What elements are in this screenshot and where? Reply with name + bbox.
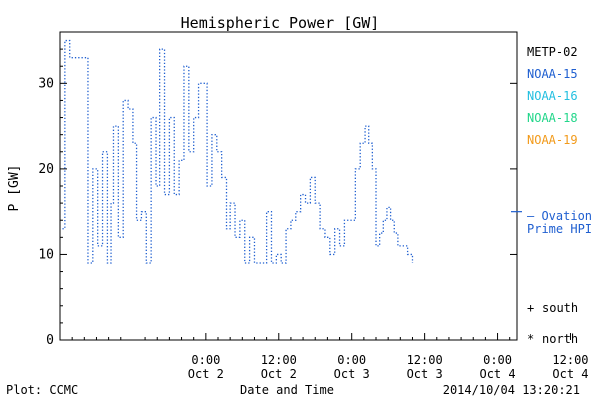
x-tick-time-label: 12:00 xyxy=(552,353,588,367)
marker-north-symbol: * xyxy=(527,332,534,346)
x-tick-date-label: Oct 3 xyxy=(334,367,370,381)
y-axis-label: P [GW] xyxy=(7,165,22,212)
series-layer xyxy=(62,39,414,264)
ovation-legend: — Ovation Prime HPI xyxy=(527,209,592,236)
x-axis-label: Date and Time xyxy=(240,383,334,397)
legend-entry-noaa-16: NOAA-16 xyxy=(527,89,578,103)
plot-credit: Plot: CCMC xyxy=(6,383,78,397)
legend-entry-noaa-19: NOAA-19 xyxy=(527,133,578,147)
legend: METP-02 NOAA-15 NOAA-16 NOAA-18 NOAA-19 xyxy=(527,45,578,147)
timestamp: 2014/10/04 13:20:21 xyxy=(443,383,580,397)
x-tick-date-label: Oct 3 xyxy=(407,367,443,381)
marker-north-label: north xyxy=(542,332,578,346)
marker-legend: + south * north xyxy=(527,301,578,346)
y-tick-label: 30 xyxy=(38,76,54,91)
plot-frame xyxy=(59,31,518,341)
chart-title: Hemispheric Power [GW] xyxy=(181,14,380,32)
x-tick-time-label: 0:00 xyxy=(337,353,366,367)
x-tick-time-label: 0:00 xyxy=(483,353,512,367)
legend-entry-metp-02: METP-02 xyxy=(527,45,578,59)
y-tick-label: 0 xyxy=(46,333,54,348)
ovation-label-line1: — Ovation xyxy=(527,209,592,223)
x-tick-date-label: Oct 2 xyxy=(261,367,297,381)
y-ticks: 0 10 20 30 xyxy=(38,31,517,348)
x-tick-date-label: Oct 4 xyxy=(479,367,515,381)
x-tick-date-label: Oct 4 xyxy=(552,367,588,381)
series-line-noaa-15 xyxy=(62,39,414,264)
legend-entry-noaa-15: NOAA-15 xyxy=(527,67,578,81)
x-tick-time-label: 12:00 xyxy=(407,353,443,367)
x-tick-time-label: 12:00 xyxy=(261,353,297,367)
legend-entry-noaa-18: NOAA-18 xyxy=(527,111,578,125)
x-tick-date-label: Oct 2 xyxy=(188,367,224,381)
x-tick-time-label: 0:00 xyxy=(191,353,220,367)
ovation-label-line2: Prime HPI xyxy=(527,222,592,236)
marker-south-symbol: + xyxy=(527,301,534,315)
y-tick-label: 10 xyxy=(38,247,54,262)
marker-south-label: south xyxy=(542,301,578,315)
y-tick-label: 20 xyxy=(38,162,54,177)
